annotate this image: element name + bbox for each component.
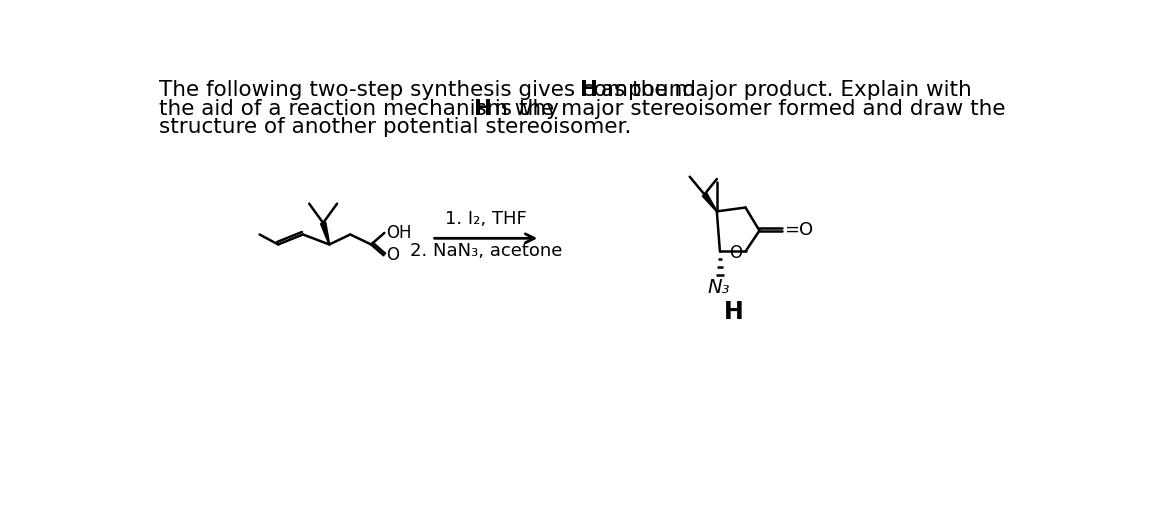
Text: H: H (724, 300, 744, 324)
Text: is the major stereoisomer formed and draw the: is the major stereoisomer formed and dra… (488, 99, 1006, 119)
Text: N₃: N₃ (707, 278, 730, 297)
Text: 2. NaN₃, acetone: 2. NaN₃, acetone (409, 242, 562, 260)
Polygon shape (321, 222, 329, 245)
Polygon shape (702, 193, 717, 212)
Text: structure of another potential stereoisomer.: structure of another potential stereoiso… (159, 118, 632, 138)
Text: =O: =O (785, 221, 814, 239)
Text: H: H (581, 81, 598, 100)
Text: 1. I₂, THF: 1. I₂, THF (445, 210, 526, 228)
Text: O: O (386, 246, 399, 264)
Text: as the major product. Explain with: as the major product. Explain with (595, 81, 972, 100)
Text: OH: OH (386, 224, 411, 242)
Text: H: H (474, 99, 493, 119)
Text: the aid of a reaction mechanism why: the aid of a reaction mechanism why (159, 99, 566, 119)
Text: The following two-step synthesis gives compound: The following two-step synthesis gives c… (159, 81, 702, 100)
Text: O: O (729, 244, 742, 262)
